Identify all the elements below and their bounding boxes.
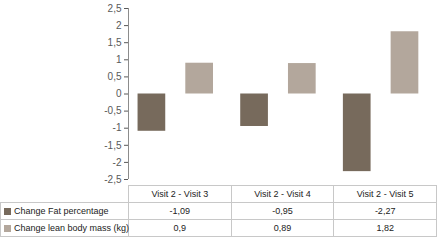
svg-text:-1: -1: [113, 122, 122, 133]
svg-text:-2: -2: [113, 157, 122, 168]
html-text:Change Fat percentage: Change Fat percentage: [14, 206, 109, 216]
svg-text:2: 2: [116, 20, 122, 31]
html-text:-2,27: -2,27: [374, 206, 396, 216]
html-text:Visit 2 - Visit 3: Visit 2 - Visit 3: [151, 189, 209, 199]
html-text:0,89: 0,89: [273, 223, 292, 233]
svg-text:2,5: 2,5: [108, 3, 122, 14]
svg-text:1,5: 1,5: [108, 37, 122, 48]
svg-text:-0,5: -0,5: [104, 105, 122, 116]
html-text:-0,95: -0,95: [272, 206, 293, 216]
html-text:Visit 2 - Visit 4: Visit 2 - Visit 4: [254, 189, 311, 199]
svg-text:0: 0: [116, 88, 122, 99]
svg-text:0,5: 0,5: [108, 71, 122, 82]
svg-text:-1,5: -1,5: [104, 140, 122, 151]
html-text:Visit 2 - Visit 5: Visit 2 - Visit 5: [356, 189, 414, 199]
html-text:Change lean body mass (kg): Change lean body mass (kg): [14, 223, 130, 233]
html-text:-1,09: -1,09: [169, 206, 191, 216]
html-text:0,9: 0,9: [173, 223, 187, 233]
svg-text:-2,5: -2,5: [104, 174, 122, 185]
svg-text:1: 1: [116, 54, 122, 65]
html-text:1,82: 1,82: [376, 223, 394, 233]
